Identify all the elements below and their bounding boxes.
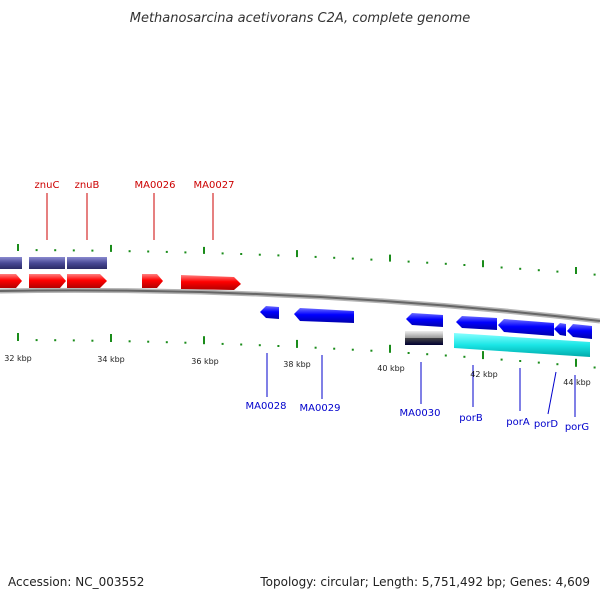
reverse-block-cyan	[454, 333, 590, 357]
cds-arrow-znuC[interactable]	[29, 274, 66, 288]
cds-arrow-forward[interactable]	[0, 274, 22, 288]
forward-block-track	[0, 257, 107, 269]
cds-arrow-porG[interactable]	[567, 324, 592, 339]
scale-label-36: 36 kbp	[191, 357, 219, 366]
scale-labels: 32 kbp 34 kbp 36 kbp 38 kbp 40 kbp 42 kb…	[4, 354, 591, 387]
reverse-block-grey	[405, 331, 443, 338]
scale-label-32: 32 kbp	[4, 354, 32, 363]
cds-arrow-znuB[interactable]	[67, 274, 107, 288]
cds-arrow-porD[interactable]	[554, 323, 566, 336]
forward-block	[67, 257, 107, 269]
accession-text: Accession: NC_003552	[8, 575, 144, 589]
cds-arrow-MA0028[interactable]	[260, 306, 279, 319]
gene-label-MA0030[interactable]: MA0030	[400, 408, 441, 419]
reverse-block-track	[405, 331, 590, 357]
forward-gene-labels: znuC znuB MA0026 MA0027	[35, 180, 235, 240]
gene-label-MA0029[interactable]: MA0029	[300, 403, 341, 414]
topology-text: Topology: circular; Length: 5,751,492 bp…	[259, 575, 590, 589]
cds-arrow-MA0029[interactable]	[294, 308, 354, 323]
cds-arrow-porA[interactable]	[498, 319, 554, 336]
gene-label-porG[interactable]: porG	[565, 422, 589, 433]
scale-label-38: 38 kbp	[283, 360, 311, 369]
gene-label-porA[interactable]: porA	[506, 417, 530, 428]
cds-arrow-MA0027[interactable]	[181, 275, 241, 290]
cds-arrow-MA0030[interactable]	[406, 313, 443, 327]
genome-backbone	[0, 287, 600, 324]
gene-label-MA0027[interactable]: MA0027	[194, 180, 235, 191]
forward-cds-track	[0, 274, 241, 290]
scale-label-44: 44 kbp	[563, 378, 591, 387]
map-title: Methanosarcina acetivorans C2A, complete…	[130, 11, 471, 26]
gene-label-znuB[interactable]: znuB	[75, 180, 100, 191]
scale-label-40: 40 kbp	[377, 364, 405, 373]
reverse-block-navy	[405, 338, 443, 345]
gene-label-porB[interactable]: porB	[459, 413, 483, 424]
reverse-gene-labels: MA0028 MA0029 MA0030 porB porA porD porG	[246, 353, 589, 433]
gene-label-znuC[interactable]: znuC	[35, 180, 60, 191]
forward-block	[29, 257, 65, 269]
cds-arrow-porB[interactable]	[456, 316, 497, 330]
cds-arrow-MA0026[interactable]	[142, 274, 163, 288]
upper-tick-track	[17, 244, 596, 276]
forward-block	[0, 257, 22, 269]
gene-label-MA0028[interactable]: MA0028	[246, 401, 287, 412]
scale-tick-track	[17, 333, 596, 369]
scale-label-42: 42 kbp	[470, 370, 498, 379]
reverse-cds-track	[260, 306, 592, 339]
scale-label-34: 34 kbp	[97, 355, 125, 364]
gene-label-porD[interactable]: porD	[534, 419, 559, 430]
gene-label-MA0026[interactable]: MA0026	[135, 180, 176, 191]
